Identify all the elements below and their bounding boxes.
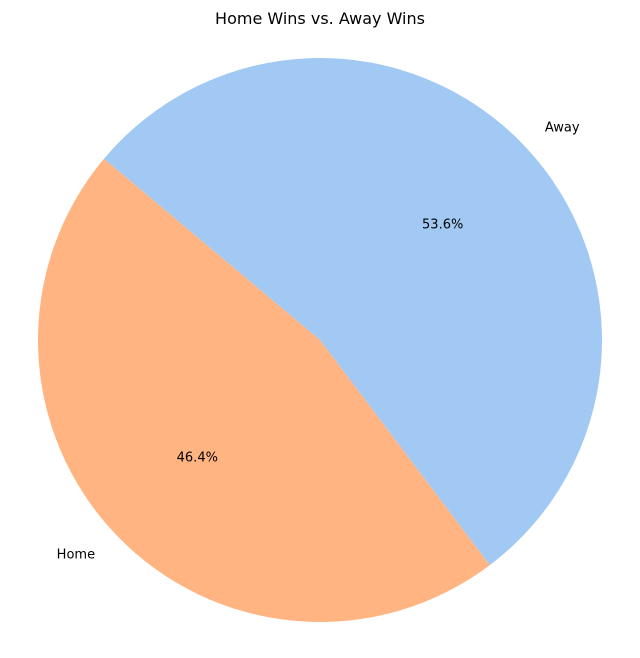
pie-slice-home <box>38 158 490 622</box>
pie-slice-away <box>103 57 603 566</box>
slice-label-away: Away <box>545 120 580 135</box>
pie-labels: Home 46.4% Away 53.6% <box>57 120 580 562</box>
slice-percent-away: 53.6% <box>422 217 463 232</box>
pie-slices <box>38 57 603 622</box>
chart-title: Home Wins vs. Away Wins <box>215 9 425 28</box>
slice-label-home: Home <box>57 548 95 563</box>
slice-percent-home: 46.4% <box>177 451 218 466</box>
